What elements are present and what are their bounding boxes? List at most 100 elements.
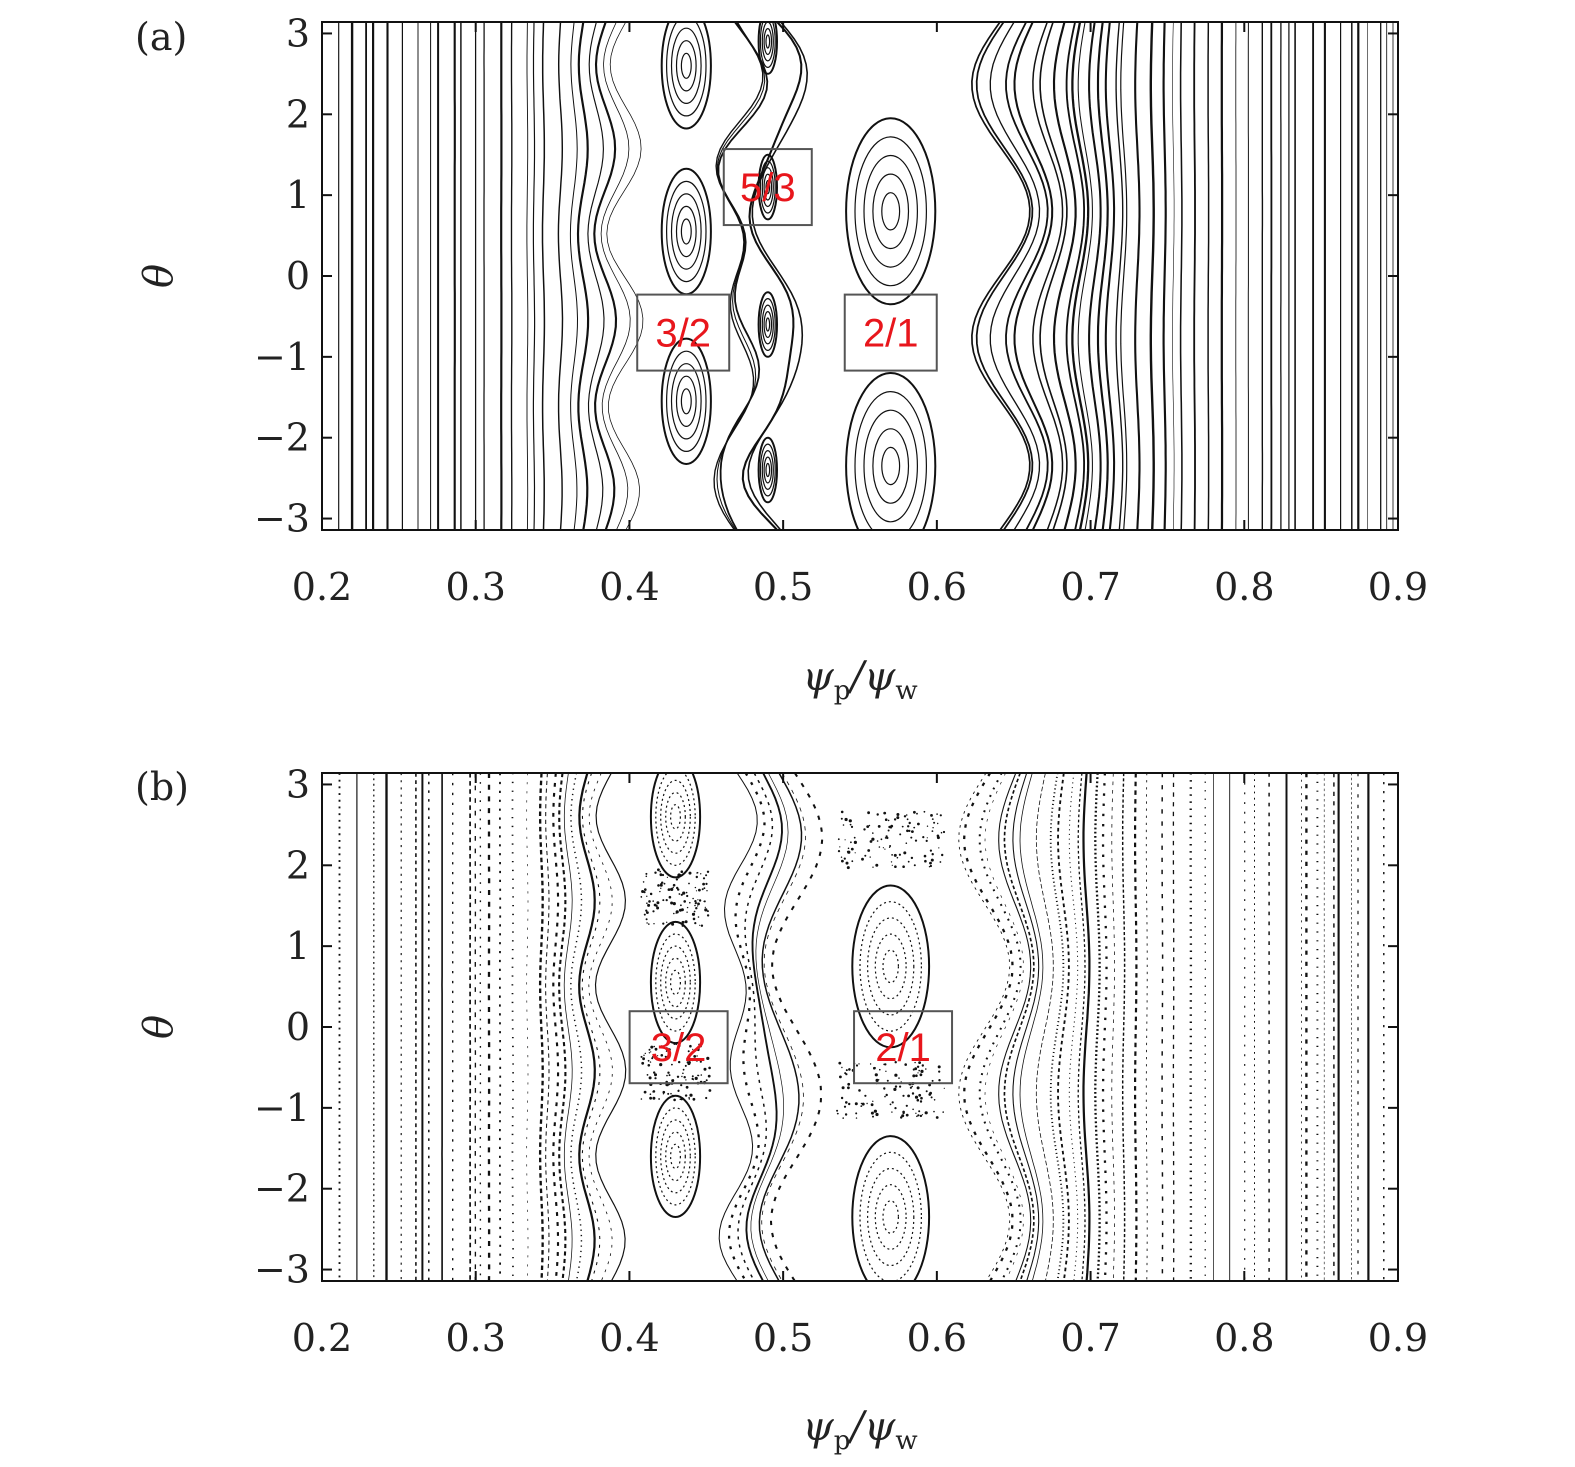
chaos-point [689, 719, 691, 721]
chaos-point [703, 1067, 707, 1071]
chaos-point [648, 923, 650, 925]
chaos-point [890, 824, 894, 828]
chaos-point [894, 1107, 897, 1110]
chaos-point [889, 1103, 892, 1106]
chaos-point [918, 1069, 920, 1072]
chaos-point [688, 882, 690, 885]
island-2-1-contour [872, 173, 910, 250]
flux-surface [594, 773, 627, 1281]
chaos-point [657, 868, 660, 872]
chaos-point [922, 836, 925, 839]
flux-surface [1077, 22, 1093, 530]
x-tick-label: 0.8 [1214, 1316, 1274, 1360]
chaos-point [836, 1112, 839, 1115]
flux-surface [1035, 773, 1054, 1281]
chaos-point [943, 1087, 945, 1089]
island-5-3-contour [765, 180, 771, 195]
island-3-2-contour [649, 1094, 702, 1219]
chaos-point [878, 846, 881, 848]
chaos-point [913, 826, 916, 829]
chaos-point [875, 1112, 879, 1117]
chaos-point [671, 717, 674, 720]
chaos-point [678, 893, 681, 895]
chaos-point [683, 1076, 686, 1079]
chaos-point [844, 817, 848, 822]
chaos-point [906, 818, 909, 821]
chaos-point [917, 822, 920, 826]
flux-surface [1077, 773, 1086, 1281]
chaos-point [648, 900, 651, 903]
chaos-point [698, 899, 702, 902]
flux-surface [1013, 22, 1054, 530]
x-tick-label: 0.8 [1214, 565, 1274, 609]
chaos-point [705, 882, 708, 886]
chaos-point [887, 819, 890, 822]
island-3-2-contour [655, 1107, 696, 1206]
chaos-point [888, 846, 891, 848]
chaos-point [694, 752, 696, 754]
chaos-point [685, 748, 688, 751]
island-3-2-contour [665, 957, 686, 1008]
island-3-2-contour [665, 180, 707, 283]
chaos-point [643, 913, 646, 916]
chaos-point [652, 1096, 656, 1100]
chaos-point [645, 710, 646, 711]
chaos-point [653, 1045, 655, 1048]
chaos-point [660, 887, 662, 889]
flux-surface [552, 773, 560, 1281]
chaos-point [654, 735, 656, 737]
chaos-point [883, 1087, 886, 1090]
chaos-point [659, 1063, 663, 1067]
chaos-point [866, 1102, 868, 1105]
chaos-point [708, 708, 711, 711]
island-3-2-contour [670, 193, 702, 270]
chaos-point [900, 1116, 903, 1119]
chaos-point [854, 852, 856, 854]
chaos-point [891, 864, 893, 866]
chaos-point [893, 853, 897, 857]
chaos-point [702, 882, 705, 886]
chaos-point [885, 1070, 887, 1073]
chaos-point [933, 821, 936, 824]
chaos-point [671, 736, 673, 738]
chaos-point [682, 1072, 684, 1075]
chaos-point [669, 709, 671, 711]
y-tick-label: 1 [286, 173, 310, 217]
island-5-3-contour [759, 160, 776, 214]
chaos-point [701, 708, 704, 711]
chaos-point [916, 1098, 920, 1102]
chaos-point [650, 735, 652, 737]
chaos-point [642, 881, 645, 883]
chaos-point [671, 1079, 675, 1083]
y-tick-label: 0 [286, 254, 310, 298]
chaos-point [886, 836, 889, 840]
chaos-point [918, 1093, 922, 1097]
chaos-point [683, 900, 686, 903]
chaos-point [666, 876, 669, 879]
flux-surface [750, 773, 789, 1281]
y-tick-label: −2 [254, 416, 310, 460]
chaos-point [647, 1064, 651, 1067]
chaos-point [642, 741, 644, 743]
chaos-point [667, 743, 670, 746]
chaos-point [704, 906, 706, 909]
island-5-3-contour [763, 173, 773, 201]
chaos-point [652, 1055, 654, 1058]
island-3-2-contour [675, 40, 697, 92]
chaos-point [937, 1065, 941, 1069]
plot-frame [321, 21, 1399, 531]
chaos-point [845, 1101, 848, 1104]
chaos-point [697, 916, 700, 918]
chaos-point [675, 910, 679, 914]
island-3-2-contour [669, 1143, 681, 1170]
chaos-point [667, 1084, 669, 1087]
chaos-point [875, 863, 879, 867]
chaos-point [699, 747, 701, 749]
chaos-point [691, 1075, 694, 1078]
island-5-3-contour [765, 462, 771, 478]
chaos-point [876, 813, 879, 816]
chaos-point [683, 737, 685, 739]
chaos-point [683, 726, 685, 728]
chaos-point [884, 818, 888, 821]
chaos-point [925, 1068, 927, 1070]
